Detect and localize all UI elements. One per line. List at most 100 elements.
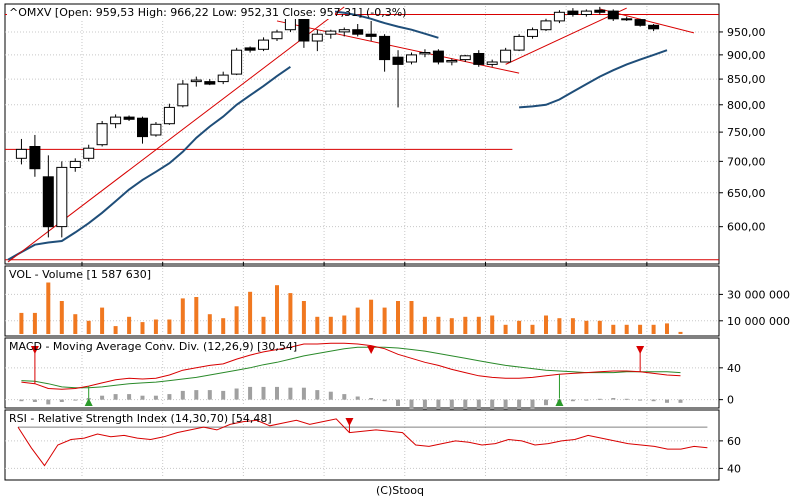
volume-bar [369,299,374,334]
macd-histogram-bar [248,386,253,400]
volume-bar [19,312,24,334]
volume-bar [463,316,468,334]
price-candle-body [352,29,364,35]
volume-bar [570,318,575,334]
volume-bar [275,285,279,334]
price-candle-body [325,30,337,35]
volume-bar [436,316,441,334]
macd-signal-line [21,346,681,389]
macd-histogram-bar [275,386,279,400]
price-y-axis: 950,00 900,00 850,00 800,00 750,00 700,00 650,… [719,26,766,234]
volume-bar [342,315,347,334]
macd-histogram-bar [409,399,414,409]
macd-histogram-bar [638,399,643,401]
price-candle-body [110,116,122,125]
macd-histogram [19,386,683,415]
price-candle-body [634,19,646,26]
volume-bar [503,324,508,334]
macd-histogram-bar [153,395,158,400]
macd-ytick-label: 40 [727,362,741,375]
price-candle-body [190,79,202,83]
price-candle-body [365,33,377,37]
volume-bar [544,315,548,334]
price-candle-body [244,47,256,51]
rsi-ytick-label: 60 [727,435,741,448]
price-candles [15,6,660,238]
price-candle-body [392,56,404,65]
volume-bar [221,318,226,334]
price-candle-body [379,35,391,61]
price-candle-body [338,29,350,33]
price-candle-body [150,123,162,136]
volume-bar [651,324,656,334]
price-candle-body [607,10,619,20]
price-candle-body [217,74,229,83]
macd-histogram-bar [517,399,522,411]
price-ytick-label: 700,00 [727,155,766,168]
price-candle-body [419,52,431,55]
macd-histogram-bar [570,399,575,402]
macd-histogram-bar [180,390,185,400]
macd-histogram-bar [167,394,172,400]
macd-lines [21,342,681,390]
price-ytick-label: 900,00 [727,49,766,62]
sell-signal-icon [636,346,645,354]
volume-bar [248,291,253,334]
volume-panel: 30 000 000 10 000 000 VOL - Volume [1 587… [4,265,790,337]
price-panel: 950,00 900,00 850,00 800,00 750,00 700,00 650,… [4,3,766,279]
macd-histogram-bar [46,399,51,405]
volume-ytick-label: 30 000 000 [727,288,790,301]
macd-histogram-bar [584,399,589,401]
price-candle-body [567,10,579,16]
sell-signal-icon [367,346,376,354]
footer-credit: (C)Stooq [376,484,424,497]
volume-bar [530,324,535,334]
price-ytick-label: 800,00 [727,99,766,112]
macd-histogram-bar [436,399,441,412]
volume-bar [382,307,387,334]
price-trendline [505,7,627,65]
volume-bar [207,314,212,334]
macd-histogram-bar [113,394,118,400]
sell-signal-icon [345,418,354,426]
price-candle-body [83,147,95,159]
rsi-lines [17,418,708,467]
volume-bar [234,306,239,334]
rsi-ytick-label: 40 [727,462,741,475]
volume-bar [638,324,643,334]
price-candle-body [69,160,81,168]
price-candle-body [406,54,417,63]
macd-histogram-bar [544,399,548,406]
price-candle-body [432,50,444,63]
macd-histogram-bar [32,399,37,402]
macd-histogram-bar [234,388,239,400]
price-candle-body [473,53,485,65]
macd-histogram-bar [207,390,212,400]
volume-bar [665,323,669,334]
price-ytick-label: 600,00 [727,221,766,234]
price-candle-body [527,29,538,37]
macd-histogram-bar [490,399,495,414]
macd-legend: MACD - Moving Average Conv. Div. (12,26,… [9,340,297,353]
volume-y-axis: 30 000 000 10 000 000 [719,288,790,328]
volume-bar [476,316,481,334]
macd-markers [30,345,645,406]
volume-bar [180,298,185,334]
volume-bar [678,331,683,334]
volume-bar [86,320,91,334]
volume-bar [328,316,333,334]
volume-bar [557,318,562,334]
volume-bar [315,316,320,334]
price-candle-body [621,18,633,21]
price-candle-body [42,176,54,228]
volume-bar [288,293,293,334]
macd-histogram-bar [382,399,387,402]
rsi-line [17,418,708,467]
macd-histogram-bar [463,399,468,414]
volume-bars [19,282,683,334]
volume-bar [490,315,495,334]
macd-histogram-bar [288,387,293,400]
price-candle-body [204,81,216,85]
price-candle-body [96,123,108,146]
macd-histogram-bar [476,399,481,415]
